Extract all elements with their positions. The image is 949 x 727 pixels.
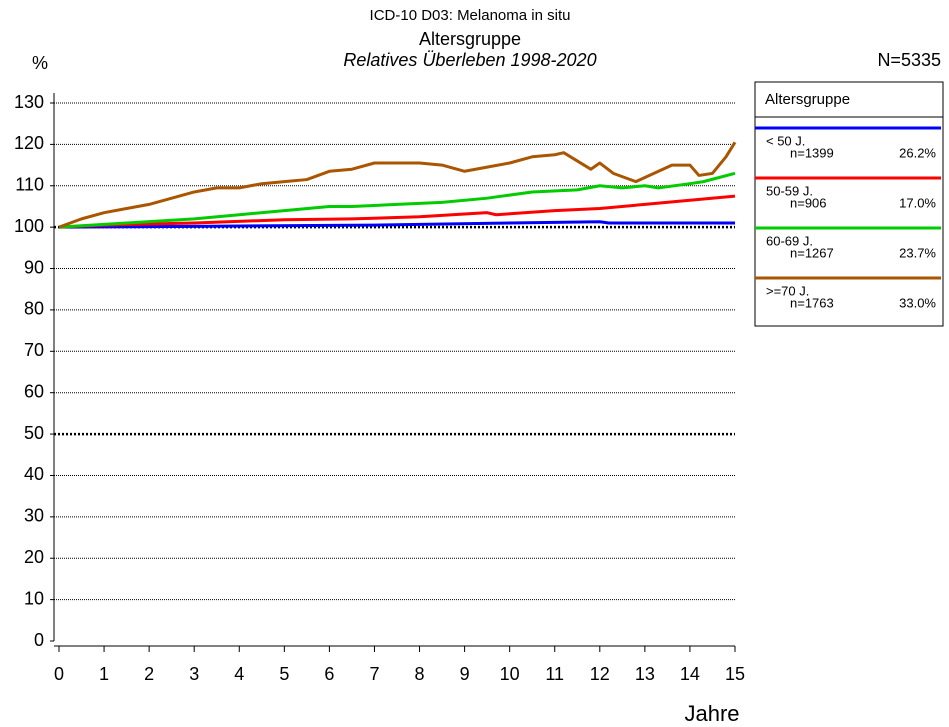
chart-subtitle: Altersgruppe: [419, 29, 521, 49]
x-tick-label: 4: [234, 664, 244, 684]
legend-count: n=1267: [790, 245, 834, 260]
y-tick-label: 50: [24, 423, 44, 443]
x-tick-label: 7: [369, 664, 379, 684]
legend-share: 26.2%: [899, 145, 936, 160]
series-line: [58, 220, 735, 229]
chart-caption: Relatives Überleben 1998-2020: [343, 50, 596, 70]
y-tick-label: 70: [24, 340, 44, 360]
x-tick-label: 13: [635, 664, 655, 684]
legend-label: < 50 J.: [766, 133, 805, 148]
x-tick-label: 2: [144, 664, 154, 684]
y-tick-label: 20: [24, 547, 44, 567]
series-line: [58, 194, 736, 229]
legend-count: n=906: [790, 195, 827, 210]
y-tick-label: 0: [34, 630, 44, 650]
y-tick-label: 100: [14, 216, 44, 236]
y-tick-label: 60: [24, 381, 44, 401]
legend-share: 33.0%: [899, 295, 936, 310]
y-tick-label: 120: [14, 133, 44, 153]
series-line: [58, 171, 736, 229]
chart-title: ICD-10 D03: Melanoma in situ: [370, 7, 571, 24]
x-tick-label: 0: [54, 664, 64, 684]
x-tick-label: 14: [680, 664, 700, 684]
legend-label: 50-59 J.: [766, 183, 813, 198]
x-tick-label: 15: [725, 664, 745, 684]
legend-title: Altersgruppe: [765, 91, 850, 108]
x-tick-label: 9: [460, 664, 470, 684]
legend-box: [754, 81, 944, 327]
legend-share: 17.0%: [899, 195, 936, 210]
legend-label: >=70 J.: [766, 283, 809, 298]
x-tick-label: 1: [99, 664, 109, 684]
x-tick-label: 6: [324, 664, 334, 684]
legend-count: n=1399: [790, 145, 834, 160]
x-tick-label: 5: [279, 664, 289, 684]
x-tick-label: 10: [500, 664, 520, 684]
legend-share: 23.7%: [899, 245, 936, 260]
y-tick-label: 40: [24, 464, 44, 484]
y-tick-label: 80: [24, 299, 44, 319]
x-axis-label: Jahre: [684, 701, 739, 726]
y-tick-label: 10: [24, 588, 44, 608]
y-tick-label: 90: [24, 257, 44, 277]
y-axis-label: %: [32, 53, 48, 73]
y-tick-label: 110: [15, 175, 44, 195]
x-tick-label: 12: [590, 664, 610, 684]
legend-count: n=1763: [790, 295, 834, 310]
x-tick-label: 8: [415, 664, 425, 684]
y-tick-label: 130: [14, 92, 44, 112]
y-tick-label: 30: [24, 506, 44, 526]
x-tick-label: 3: [189, 664, 199, 684]
x-tick-label: 11: [545, 664, 564, 684]
series-line: [58, 141, 737, 229]
legend-label: 60-69 J.: [766, 233, 813, 248]
sample-size: N=5335: [877, 50, 941, 70]
